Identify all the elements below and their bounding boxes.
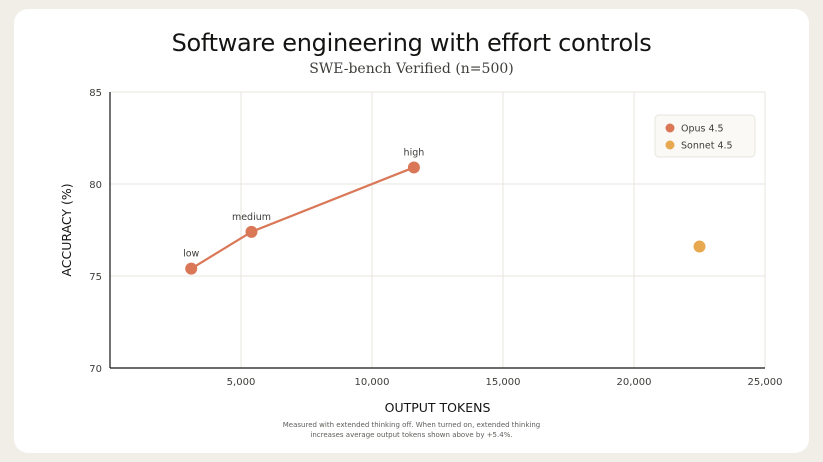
grid-lines (110, 91, 766, 368)
legend-swatch (665, 140, 675, 150)
chart-card (14, 9, 809, 453)
chart-subtitle: SWE-bench Verified (n=500) (309, 61, 514, 77)
data-point (245, 225, 258, 238)
chart-title: Software engineering with effort control… (171, 29, 652, 57)
y-tick-label: 75 (89, 272, 102, 283)
legend-swatch (665, 123, 675, 133)
legend-label: Opus 4.5 (681, 124, 724, 135)
legend-box (654, 114, 756, 158)
data-point (185, 262, 198, 275)
x-tick-label: 25,000 (748, 377, 783, 388)
x-tick-label: 10,000 (355, 377, 390, 388)
legend: Opus 4.5 Sonnet 4.5 (654, 114, 756, 158)
y-tick-label: 70 (89, 364, 102, 375)
footnote: Measured with extended thinking off. Whe… (0, 420, 823, 440)
data-point (693, 240, 706, 253)
x-tick-label: 20,000 (617, 377, 652, 388)
data-point-label: low (183, 249, 199, 260)
y-axis-label: ACCURACY (%) (59, 183, 74, 276)
data-point-label: medium (232, 212, 271, 223)
y-tick-label: 85 (89, 88, 102, 99)
tick-labels: 5,000 10,000 15,000 20,000 25,000 70 75 80 85 OUT… (59, 88, 783, 415)
x-tick-label: 15,000 (486, 377, 521, 388)
scatter-chart: 5,000 10,000 15,000 20,000 25,000 70 75 80 85 OUT… (59, 88, 783, 415)
data-marks: low medium high (183, 147, 706, 275)
footnote-line-2: increases average output tokens shown ab… (310, 431, 513, 439)
legend-label: Sonnet 4.5 (681, 141, 733, 152)
series-line (190, 166, 415, 270)
data-point (407, 161, 420, 174)
axes (109, 92, 765, 369)
x-axis-label: OUTPUT TOKENS (385, 400, 491, 415)
footnote-line-1: Measured with extended thinking off. Whe… (282, 421, 541, 429)
x-tick-label: 5,000 (227, 377, 256, 388)
y-tick-label: 80 (89, 180, 102, 191)
data-point-label: high (404, 147, 425, 158)
